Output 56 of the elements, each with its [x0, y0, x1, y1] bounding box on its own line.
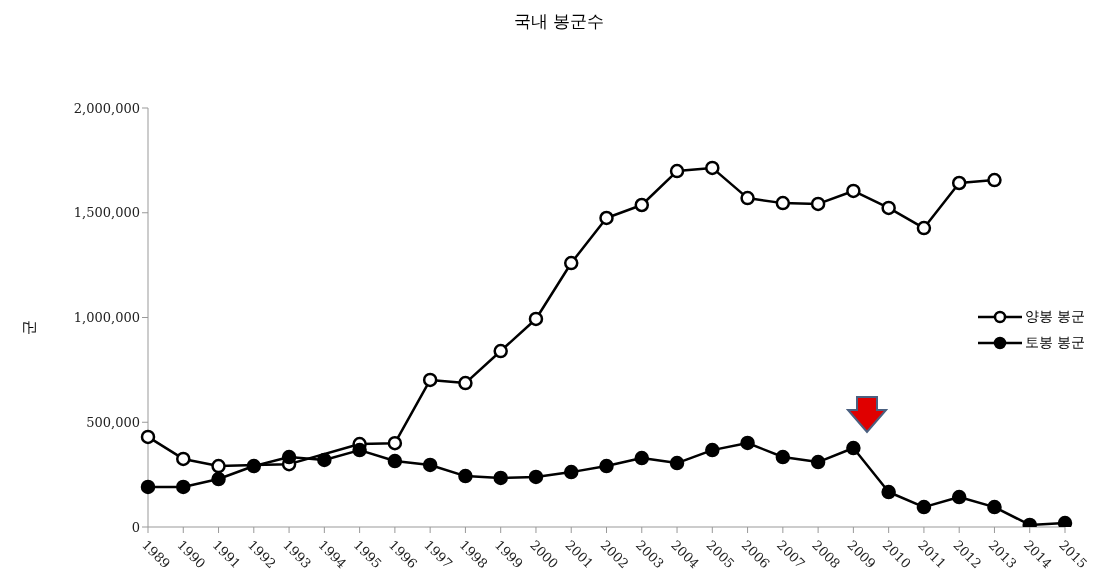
point [422, 372, 438, 388]
point [140, 479, 156, 495]
point [740, 190, 755, 206]
point [951, 175, 967, 191]
point [599, 458, 614, 474]
point [317, 452, 332, 468]
point [881, 200, 896, 216]
point [211, 471, 226, 487]
point [987, 172, 1002, 188]
point [740, 435, 755, 451]
point [493, 470, 508, 486]
point [493, 343, 508, 359]
point [846, 440, 861, 456]
point [634, 450, 650, 466]
point [387, 453, 403, 469]
point [810, 196, 826, 212]
point [599, 210, 614, 226]
point [916, 499, 932, 515]
y-tick-label: 1,000,000 [73, 310, 140, 326]
point [846, 183, 861, 199]
point [775, 195, 791, 211]
point [810, 454, 826, 470]
point [775, 449, 791, 465]
point [634, 197, 650, 213]
point [281, 449, 297, 465]
point [669, 163, 685, 179]
y-tick-label: 500,000 [86, 414, 140, 430]
chart-title: 국내 봉군수 [512, 10, 606, 33]
point [246, 458, 262, 474]
point [387, 435, 403, 451]
point [528, 311, 544, 327]
point [422, 457, 438, 473]
point [458, 468, 473, 484]
legend-label: 토봉 봉군 [1025, 334, 1086, 352]
point [140, 429, 156, 445]
point [705, 442, 720, 458]
point [563, 464, 579, 480]
point [1057, 515, 1073, 527]
point [669, 455, 685, 471]
point [563, 255, 579, 271]
point [987, 499, 1002, 515]
y-tick-label: 2,000,000 [73, 100, 140, 116]
point [528, 469, 544, 485]
y-tick-label: 0 [131, 519, 140, 535]
point [176, 479, 191, 495]
point [951, 489, 967, 505]
y-tick-label: 1,500,000 [73, 205, 140, 221]
legend-label: 양봉 봉군 [1025, 308, 1086, 326]
point [705, 160, 720, 176]
point [881, 484, 896, 500]
point [211, 458, 226, 474]
point [352, 442, 367, 458]
point [916, 220, 932, 236]
point [458, 375, 473, 391]
y-axis-title: 군 [20, 320, 39, 335]
point [176, 451, 191, 467]
